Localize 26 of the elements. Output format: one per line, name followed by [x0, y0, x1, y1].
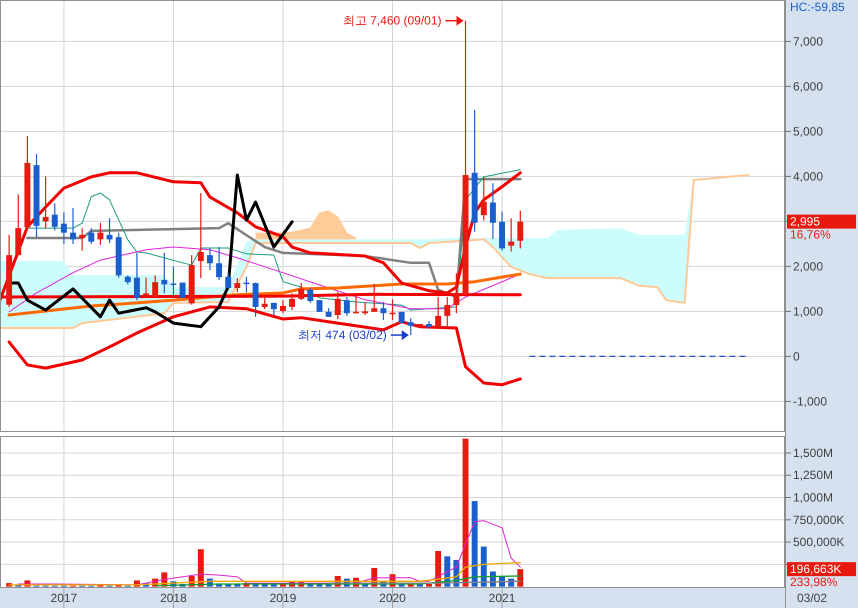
text: 2,995 — [790, 214, 820, 229]
y-tick-label: 0 — [793, 349, 800, 364]
x-tick-label: 2020 — [379, 591, 406, 605]
text: 196,663K — [790, 562, 842, 576]
text: 16,76% — [790, 228, 832, 242]
y-tick-label: 6,000 — [793, 79, 824, 94]
x-tick-label: 2017 — [50, 591, 78, 605]
y-tick-label: 500,000K — [793, 535, 844, 550]
y-tick-label: -1,000 — [793, 394, 828, 408]
y-tick-label: 1,500M — [793, 446, 834, 460]
y-tick-label: 5,000 — [793, 124, 824, 138]
text: HC:-59,85 — [790, 0, 846, 14]
y-tick-label: 7,000 — [793, 34, 824, 48]
y-tick-label: 1,000 — [793, 304, 824, 318]
annotation: 최고 7,460 (09/01) — [342, 14, 442, 28]
y-tick-label: 1,000M — [793, 490, 834, 505]
x-tick-label: 2018 — [160, 591, 188, 605]
text: 233,98% — [790, 575, 838, 590]
y-tick-label: 4,000 — [793, 169, 824, 184]
y-tick-label: 2,000 — [793, 259, 824, 274]
x-tick-label: 2021 — [488, 591, 516, 605]
y-tick-label: 1,250M — [793, 468, 834, 482]
y-tick-label: 750,000K — [793, 512, 844, 527]
x-tick-label: 2019 — [270, 591, 297, 605]
annotation: 최저 474 (03/02) — [298, 328, 387, 342]
text: 03/02 — [796, 591, 828, 605]
